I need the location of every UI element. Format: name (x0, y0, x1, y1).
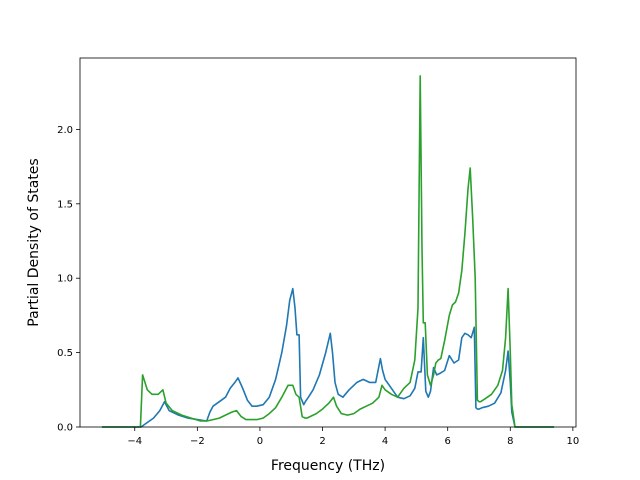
series-line-2 (101, 75, 555, 428)
x-tick-label: −4 (127, 436, 142, 447)
x-tick-label: 10 (567, 436, 580, 447)
x-tick-label: 2 (319, 436, 325, 447)
x-tick-label: −2 (190, 436, 205, 447)
x-tick-label: 8 (507, 436, 513, 447)
series-line-1 (101, 287, 555, 428)
x-tick-label: 4 (382, 436, 388, 447)
y-tick-label: 1.0 (57, 274, 73, 285)
x-tick-label: 0 (257, 436, 263, 447)
y-axis-label: Partial Density of States (26, 158, 42, 326)
axes-frame (79, 57, 577, 428)
x-axis-ticks: −4 −2 0 2 4 6 8 10 (127, 427, 579, 447)
x-tick-label: 6 (445, 436, 451, 447)
y-tick-label: 0.0 (57, 423, 73, 434)
y-axis-ticks: 0.0 0.5 1.0 1.5 2.0 (57, 125, 80, 434)
y-tick-label: 0.5 (57, 348, 73, 359)
plot-lines (101, 75, 555, 428)
x-axis-label: Frequency (THz) (271, 458, 385, 474)
y-tick-label: 2.0 (57, 125, 73, 136)
y-tick-label: 1.5 (57, 199, 73, 210)
